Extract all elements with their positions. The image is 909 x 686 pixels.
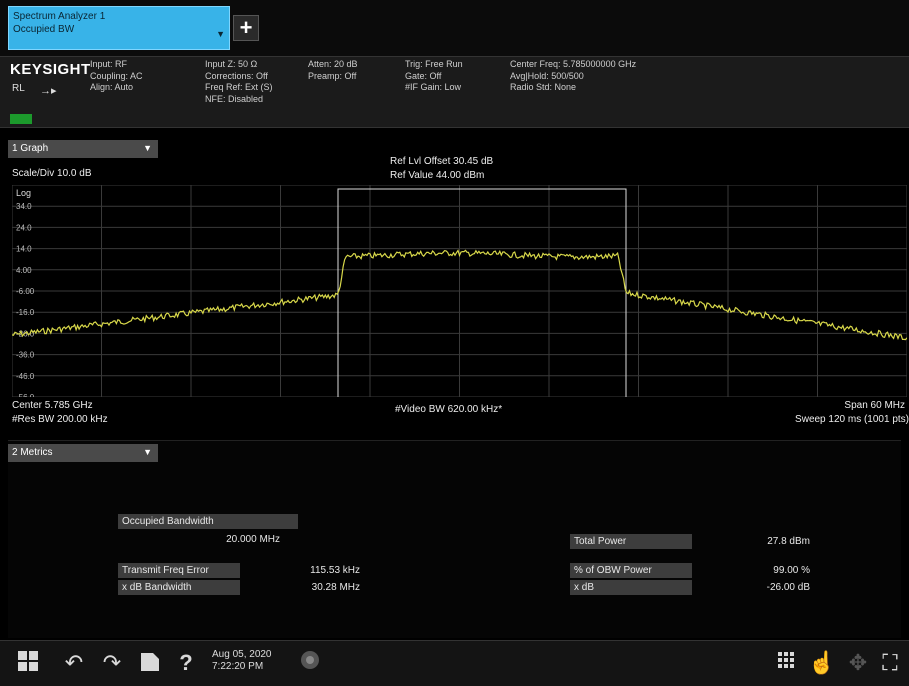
occupied-bw-label: Occupied Bandwidth [118, 514, 298, 529]
date-time: Aug 05, 2020 7:22:20 PM [212, 649, 272, 673]
settings-atten-column[interactable]: Atten: 20 dB Preamp: Off [308, 59, 358, 82]
settings-bar: KEYSIGHT RL →▸ Input: RF Coupling: AC Al… [0, 56, 909, 128]
setting-preamp: Preamp: Off [308, 70, 357, 81]
grid-layout-icon[interactable] [772, 649, 800, 677]
setting-trig: Trig: Free Run [405, 59, 463, 69]
setting-input-z: Input Z: 50 Ω [205, 59, 258, 69]
metrics-panel [8, 440, 901, 638]
y-tick-label: -56.0 [16, 393, 35, 397]
date-label: Aug 05, 2020 [212, 649, 272, 660]
center-frequency: Center 5.785 GHz [12, 400, 93, 411]
graph-window-title: 1 Graph [12, 143, 49, 154]
video-bandwidth: #Video BW 620.00 kHz* [395, 404, 503, 415]
chevron-down-icon: ▼ [143, 447, 152, 457]
occupied-bw-value: 20.000 MHz [226, 534, 280, 545]
scale-per-div: Scale/Div 10.0 dB [12, 168, 92, 179]
metrics-window-title: 2 Metrics [12, 447, 53, 458]
y-tick-label: 4.00 [16, 266, 32, 275]
sweep-time: Sweep 120 ms (1001 pts) [795, 414, 909, 425]
setting-atten: Atten: 20 dB [308, 59, 358, 69]
input-arrow-icon: →▸ [40, 85, 57, 97]
obw-power-label: % of OBW Power [570, 563, 692, 578]
resolution-bandwidth: #Res BW 200.00 kHz [12, 414, 108, 425]
file-icon[interactable] [136, 649, 164, 677]
setting-if-gain: #IF Gain: Low [405, 82, 462, 92]
top-bar: Spectrum Analyzer 1 Occupied BW ▼ + [0, 0, 909, 56]
metrics-window-header[interactable]: 2 Metrics ▼ [8, 444, 158, 462]
settings-circle-icon[interactable] [296, 649, 324, 677]
fullscreen-icon[interactable]: ⛶ [882, 650, 898, 675]
log-label: Log [16, 188, 31, 198]
app-tab-mode: Occupied BW [13, 24, 75, 35]
y-tick-label: 14.0 [16, 245, 32, 254]
setting-corrections: Corrections: Off [205, 70, 268, 81]
y-tick-label: 34.0 [16, 202, 32, 211]
redo-icon[interactable]: ↷ [102, 650, 122, 675]
settings-trigger-column[interactable]: Trig: Free Run Gate: Off #IF Gain: Low [405, 59, 463, 94]
span-value: Span 60 MHz [844, 400, 905, 411]
setting-radio-std: Radio Std: None [510, 82, 577, 92]
total-power-value: 27.8 dBm [767, 536, 810, 547]
brand-logo: KEYSIGHT [10, 61, 91, 78]
setting-coupling: Coupling: AC [90, 70, 143, 81]
setting-center-freq: Center Freq: 5.785000000 GHz [510, 59, 637, 69]
chevron-down-icon: ▼ [143, 143, 152, 153]
add-screen-button[interactable]: + [233, 15, 259, 41]
graph-window-header[interactable]: 1 Graph ▼ [8, 140, 158, 158]
ref-level-offset: Ref Lvl Offset 30.45 dB [390, 156, 494, 167]
settings-impedance-column[interactable]: Input Z: 50 Ω Corrections: Off Freq Ref:… [205, 59, 273, 105]
spectrum-plot[interactable]: 34.0 24.0 14.0 4.00 -6.00 -16.0 -26.0 -36.0 -46.… [12, 185, 907, 397]
chevron-down-icon: ▼ [216, 29, 225, 39]
x-db-value: -26.00 dB [766, 582, 810, 593]
y-tick-label: -6.00 [16, 287, 35, 296]
settings-input-column[interactable]: Input: RF Coupling: AC Align: Auto [90, 59, 143, 94]
transmit-freq-error-label: Transmit Freq Error [118, 563, 240, 578]
setting-align: Align: Auto [90, 82, 134, 92]
setting-gate: Gate: Off [405, 70, 442, 81]
spectrum-trace [12, 249, 907, 341]
setting-input: Input: RF [90, 59, 128, 69]
setting-freq-ref: Freq Ref: Ext (S) [205, 82, 273, 92]
rl-label: RL [12, 83, 25, 94]
status-badge [10, 114, 32, 124]
x-db-bandwidth-label: x dB Bandwidth [118, 580, 240, 595]
obw-power-value: 99.00 % [773, 565, 810, 576]
transmit-freq-error-value: 115.53 kHz [310, 565, 360, 576]
y-tick-label: -46.0 [16, 372, 35, 381]
y-tick-label: 24.0 [16, 223, 32, 232]
app-tab-spectrum-analyzer[interactable]: Spectrum Analyzer 1 Occupied BW ▼ [8, 6, 230, 50]
plot-grid [12, 185, 907, 397]
help-icon[interactable]: ? [179, 650, 193, 675]
y-tick-label: -16.0 [16, 308, 35, 317]
taskbar: ↶ ↷ ? Aug 05, 2020 7:22:20 PM ☝ ✥ ⛶ [0, 640, 909, 686]
y-tick-label: -36.0 [16, 351, 35, 360]
app-tab-title: Spectrum Analyzer 1 [13, 11, 106, 22]
x-db-label: x dB [570, 580, 692, 595]
settings-frequency-column[interactable]: Center Freq: 5.785000000 GHz Avg|Hold: 5… [510, 59, 636, 94]
touch-hand-icon[interactable]: ☝ [808, 650, 836, 675]
setting-avg-hold: Avg|Hold: 500/500 [510, 70, 584, 81]
undo-icon[interactable]: ↶ [64, 650, 84, 675]
move-icon[interactable]: ✥ [848, 650, 868, 675]
y-axis-ticks: 34.0 24.0 14.0 4.00 -6.00 -16.0 -26.0 -36.0 -46.… [16, 202, 35, 397]
ref-value: Ref Value 44.00 dBm [390, 170, 485, 181]
x-db-bandwidth-value: 30.28 MHz [311, 582, 360, 593]
windows-start-icon[interactable] [14, 649, 42, 677]
total-power-label: Total Power [570, 534, 692, 549]
y-tick-label: -26.0 [16, 329, 35, 338]
setting-nfe: NFE: Disabled [205, 93, 264, 104]
time-label: 7:22:20 PM [212, 661, 264, 672]
